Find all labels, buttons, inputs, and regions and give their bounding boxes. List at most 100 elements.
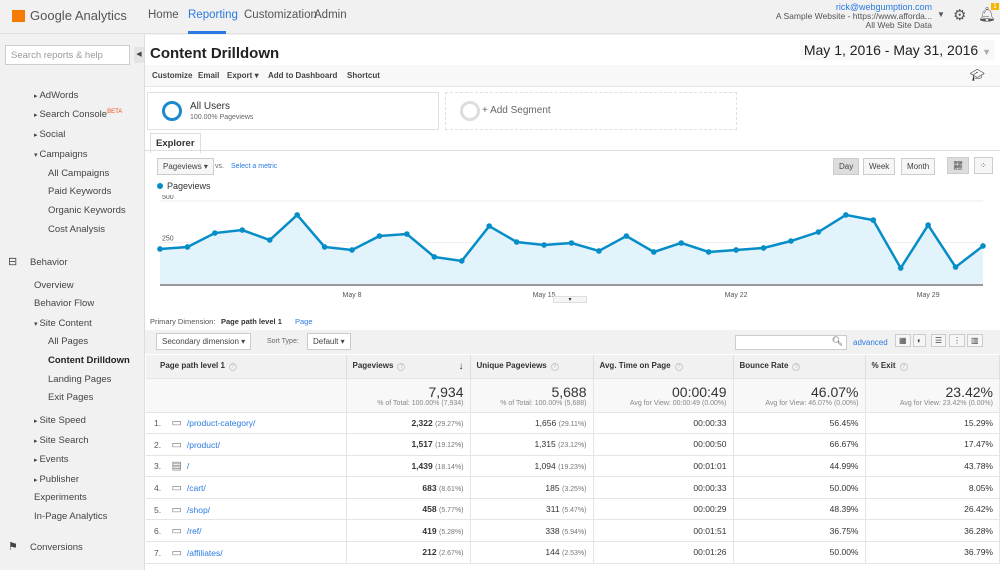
table-view-icon[interactable]: ▦: [895, 334, 911, 347]
sidebar-item[interactable]: ▸ Social: [34, 129, 65, 140]
add-segment-button[interactable]: + Add Segment: [445, 92, 737, 130]
performance-view-icon[interactable]: ☰: [931, 334, 947, 347]
header-unique-pageviews[interactable]: Unique Pageviews?: [470, 355, 594, 379]
data-point: [376, 233, 383, 239]
header-pageviews[interactable]: Pageviews? ↓: [346, 355, 471, 379]
sidebar-item[interactable]: Overview: [34, 280, 74, 291]
sidebar-item[interactable]: ▸ AdWords: [34, 90, 78, 101]
nav-reporting[interactable]: Reporting: [188, 9, 238, 21]
date-range-picker[interactable]: May 1, 2016 - May 31, 2016 ▼: [799, 40, 995, 60]
tab-explorer[interactable]: Explorer: [150, 133, 201, 153]
sidebar-item-label: Site Speed: [39, 415, 86, 426]
header-page-path[interactable]: Page path level 1?: [146, 355, 347, 379]
nav-admin[interactable]: Admin: [314, 9, 347, 21]
search-icon[interactable]: 🔍︎: [831, 336, 843, 346]
unique-pct: (3.25%): [561, 485, 587, 493]
bell-icon[interactable]: 🔔︎: [978, 6, 996, 22]
sidebar-item[interactable]: Cost Analysis: [48, 224, 105, 235]
search-input[interactable]: Search reports & help: [5, 45, 130, 65]
page-path-link[interactable]: /: [186, 461, 190, 472]
header-avg-time[interactable]: Avg. Time on Page?: [593, 355, 734, 379]
sidebar-item[interactable]: ▾ Campaigns: [34, 149, 88, 160]
chevron-down-icon[interactable]: ▼: [937, 10, 945, 19]
header-bounce-rate[interactable]: Bounce Rate?: [733, 355, 866, 379]
sidebar-item-label: Events: [39, 454, 69, 465]
sidebar-item[interactable]: ▸ Events: [34, 454, 69, 465]
sidebar-item[interactable]: All Campaigns: [48, 168, 109, 179]
collapse-sidebar-button[interactable]: ◀: [134, 47, 144, 63]
bounce-rate-cell: 50.00%: [733, 541, 866, 564]
page-path-link[interactable]: /cart/: [186, 483, 206, 494]
sidebar-item[interactable]: ▸ Site Search: [34, 435, 89, 446]
nav-home[interactable]: Home: [148, 9, 179, 21]
row-index: 7.: [154, 547, 162, 558]
sidebar-item[interactable]: Exit Pages: [48, 392, 93, 403]
total-sub: Avg for View: 23.42% (0.00%): [899, 399, 993, 407]
sidebar-item[interactable]: ▸ Site Speed: [34, 415, 86, 426]
period-day-button[interactable]: Day: [833, 158, 860, 175]
help-icon[interactable]: ?: [228, 363, 237, 372]
sidebar-item[interactable]: ▸ Search ConsoleBETA: [34, 109, 122, 120]
sidebar-item[interactable]: Landing Pages: [48, 374, 111, 385]
header-exit[interactable]: % Exit?: [865, 355, 1000, 379]
active-tab-indicator: [188, 31, 226, 34]
select-metric-link[interactable]: Select a metric: [231, 163, 278, 170]
dimension-page[interactable]: Page: [295, 317, 313, 326]
export-button[interactable]: Export ▾: [227, 71, 259, 80]
period-week-button[interactable]: Week: [863, 158, 896, 175]
pageviews-pct: (19.12%): [435, 442, 464, 450]
motion-chart-icon[interactable]: ⁘: [974, 157, 993, 174]
graduation-cap-icon[interactable]: 🎓︎: [969, 68, 985, 82]
secondary-dimension-select[interactable]: Secondary dimension ▾: [156, 333, 252, 350]
sidebar-item[interactable]: Paid Keywords: [48, 186, 111, 197]
add-to-dashboard-button[interactable]: Add to Dashboard: [268, 71, 338, 80]
sort-type-select[interactable]: Default ▾: [307, 333, 351, 350]
sidebar-item[interactable]: All Pages: [48, 336, 88, 347]
help-icon[interactable]: ?: [899, 363, 908, 372]
shortcut-button[interactable]: Shortcut: [347, 71, 380, 80]
email-button[interactable]: Email: [198, 71, 220, 80]
help-icon[interactable]: ?: [397, 362, 406, 371]
comparison-view-icon[interactable]: ⋮: [949, 334, 965, 347]
segment-all-users[interactable]: All Users 100.00% Pageviews: [147, 92, 439, 130]
customize-button[interactable]: Customize: [152, 71, 193, 80]
bounce-rate-cell: 36.75%: [733, 519, 866, 543]
sidebar-item[interactable]: ▾ Site Content: [34, 318, 92, 329]
sidebar-item[interactable]: Organic Keywords: [48, 205, 126, 216]
dimension-page-path[interactable]: Page path level 1: [221, 317, 282, 326]
period-month-button[interactable]: Month: [901, 158, 936, 175]
help-icon[interactable]: ?: [792, 363, 801, 372]
data-point: [705, 249, 712, 255]
header-label: Unique Pageviews: [476, 361, 547, 371]
table-search-input[interactable]: 🔍︎: [735, 335, 847, 350]
help-icon[interactable]: ?: [550, 363, 559, 372]
line-chart-icon[interactable]: 📈︎: [947, 157, 970, 174]
pageviews-chart[interactable]: 250 500 May 8 May 15 May 22 May 29: [145, 195, 1000, 305]
page-path-link[interactable]: /ref/: [186, 526, 202, 537]
sidebar-item[interactable]: Behavior Flow: [34, 298, 94, 309]
page-path-link[interactable]: /shop/: [186, 504, 211, 515]
sidebar-item[interactable]: ▸ Publisher: [34, 474, 79, 485]
table-row: 5. ▭/shop/458 (5.77%) 311 (5.47%) 00:00:29…: [146, 498, 1000, 521]
chart-resize-handle[interactable]: ▾: [553, 296, 587, 303]
help-icon[interactable]: ?: [674, 363, 683, 372]
sidebar-item[interactable]: Experiments: [34, 492, 87, 503]
metric-selector[interactable]: Pageviews ▾: [157, 158, 214, 175]
sidebar-item[interactable]: Content Drilldown: [48, 355, 130, 366]
page-path-link[interactable]: /affiliates/: [186, 547, 223, 558]
sidebar-item[interactable]: ⚑ Conversions: [8, 541, 83, 553]
page-path-link[interactable]: /product-category/: [186, 418, 256, 429]
vs-label: vs.: [215, 163, 224, 170]
pageviews-cell: 2,322 (29.27%): [346, 412, 471, 435]
sidebar-item[interactable]: ⊟ Behavior: [8, 256, 68, 268]
page-path-link[interactable]: /product/: [186, 439, 220, 450]
pivot-view-icon[interactable]: ▥: [967, 334, 983, 347]
exit-cell: 17.47%: [865, 433, 1000, 456]
pie-view-icon[interactable]: ◐: [913, 334, 926, 347]
logo[interactable]: Google Analytics: [12, 8, 127, 23]
sidebar-item[interactable]: In-Page Analytics: [34, 511, 107, 522]
nav-customization[interactable]: Customization: [244, 9, 317, 21]
account-selector[interactable]: rick@webgumption.com A Sample Website - …: [776, 3, 932, 30]
gear-icon[interactable]: ⚙: [953, 7, 967, 24]
advanced-filter-link[interactable]: advanced: [853, 338, 888, 347]
